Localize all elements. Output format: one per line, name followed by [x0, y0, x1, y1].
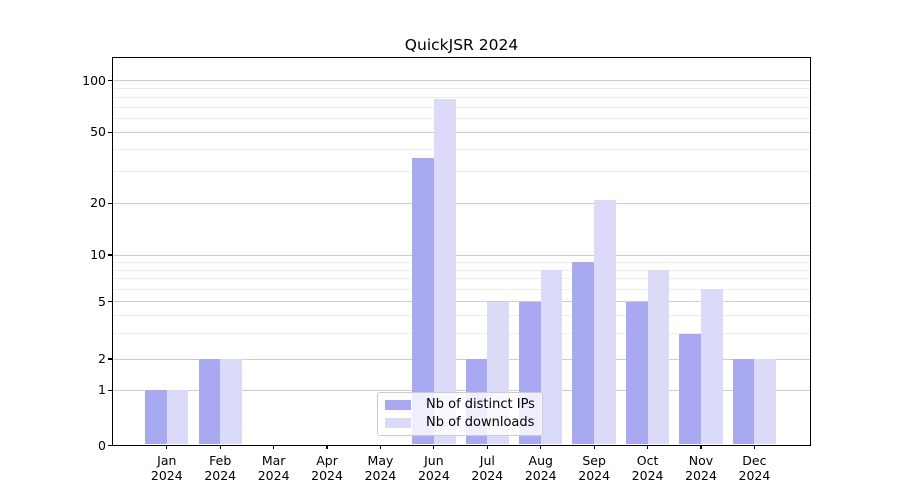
legend: Nb of distinct IPs Nb of downloads — [377, 392, 543, 436]
y-tick-label: 100 — [82, 72, 106, 88]
x-tick-label: Aug 2024 — [524, 452, 557, 484]
legend-label-distinct-ips: Nb of distinct IPs — [426, 397, 535, 412]
y-tick — [108, 131, 112, 133]
bar-nb-of-distinct-ips-jun — [412, 157, 434, 445]
y-tick-label: 50 — [90, 124, 106, 140]
major-gridline — [113, 202, 810, 204]
x-tick-label: Sep 2024 — [578, 452, 611, 484]
major-gridline — [113, 389, 810, 391]
x-tick-label: Apr 2024 — [311, 452, 343, 484]
bar-nb-of-downloads-nov — [701, 289, 723, 445]
bar-nb-of-downloads-jan — [166, 390, 189, 445]
x-tick — [166, 445, 168, 450]
bar-nb-of-downloads-dec — [754, 359, 777, 445]
y-tick — [108, 254, 112, 256]
bar-nb-of-downloads-sep — [594, 199, 616, 445]
minor-gridline — [113, 171, 810, 173]
legend-item-distinct-ips: Nb of distinct IPs — [385, 397, 535, 412]
major-gridline — [113, 80, 810, 81]
minor-gridline — [113, 269, 810, 271]
legend-swatch-distinct-ips-icon — [385, 400, 411, 410]
y-tick-label: 1 — [98, 382, 106, 398]
y-tick-label: 2 — [98, 351, 106, 366]
bar-nb-of-distinct-ips-oct — [625, 301, 648, 445]
bar-nb-of-distinct-ips-jan — [145, 390, 167, 445]
bar-nb-of-distinct-ips-dec — [732, 359, 755, 445]
x-tick — [326, 445, 328, 450]
y-tick — [108, 301, 112, 303]
x-tick-label: Oct 2024 — [631, 452, 664, 484]
x-tick-label: Dec 2024 — [738, 452, 771, 484]
y-tick — [108, 444, 112, 447]
bar-nb-of-distinct-ips-feb — [198, 359, 221, 445]
bar-nb-of-distinct-ips-sep — [572, 262, 595, 445]
minor-gridline — [113, 315, 810, 317]
minor-gridline — [113, 87, 810, 89]
minor-gridline — [113, 278, 810, 280]
minor-gridline — [113, 106, 810, 108]
x-tick — [700, 445, 702, 450]
x-tick-label: Nov 2024 — [685, 452, 717, 484]
x-tick — [433, 445, 435, 450]
minor-gridline — [113, 261, 810, 263]
x-tick — [646, 445, 649, 450]
y-tick-label: 20 — [90, 195, 106, 211]
major-gridline — [113, 301, 810, 303]
x-tick-label: Jan 2024 — [150, 452, 183, 484]
bar-nb-of-downloads-oct — [647, 270, 670, 445]
x-tick — [273, 445, 275, 450]
x-tick — [753, 445, 755, 450]
major-gridline — [113, 358, 810, 360]
y-tick-label: 5 — [98, 293, 106, 309]
x-tick — [379, 445, 382, 450]
bar-nb-of-downloads-feb — [220, 359, 242, 445]
minor-gridline — [113, 288, 810, 290]
y-tick — [108, 202, 112, 204]
minor-gridline — [113, 149, 810, 151]
x-tick — [219, 445, 221, 450]
x-tick-label: Mar 2024 — [257, 452, 290, 484]
major-gridline — [113, 254, 810, 256]
x-tick — [540, 445, 542, 450]
minor-gridline — [113, 118, 810, 120]
y-tick — [108, 79, 112, 82]
y-tick — [108, 389, 112, 391]
bar-nb-of-distinct-ips-nov — [679, 333, 701, 445]
x-tick — [593, 445, 595, 450]
x-tick-label: Jul 2024 — [471, 452, 504, 484]
bar-nb-of-downloads-jun — [433, 99, 456, 445]
minor-gridline — [113, 96, 810, 98]
y-tick — [108, 358, 112, 360]
legend-label-downloads: Nb of downloads — [426, 415, 535, 430]
legend-swatch-downloads-icon — [385, 418, 411, 428]
x-tick-label: Jun 2024 — [417, 452, 450, 484]
minor-gridline — [113, 333, 810, 335]
y-tick-label: 0 — [98, 437, 106, 453]
y-tick-label: 10 — [90, 247, 106, 262]
major-gridline — [113, 131, 810, 133]
bar-nb-of-downloads-aug — [540, 270, 563, 445]
x-tick — [486, 445, 488, 450]
x-tick-label: Feb 2024 — [204, 452, 237, 484]
legend-item-downloads: Nb of downloads — [385, 416, 534, 430]
x-tick-label: May 2024 — [364, 452, 397, 484]
chart-title: QuickJSR 2024 — [404, 36, 519, 54]
